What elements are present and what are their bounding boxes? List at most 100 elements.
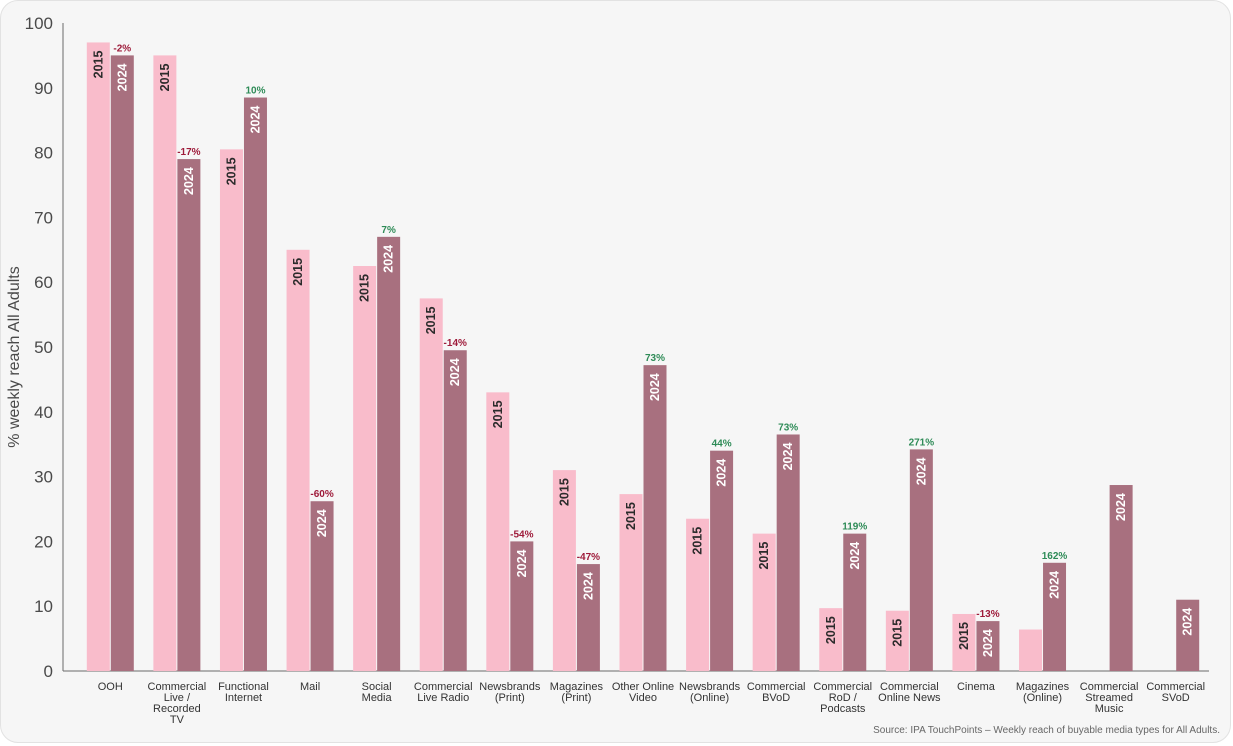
bar-series-label: 2024 [315,509,329,537]
bar-2024 [310,501,334,671]
bar-2024 [710,450,734,671]
bar-series-label: 2015 [691,527,705,555]
category-label: Other Online Video [612,681,674,704]
change-label: 44% [712,439,732,450]
bar-series-label: 2024 [715,459,729,487]
category-label: Commercial SVoD [1146,681,1205,704]
category-label: Newsbrands (Online) [679,681,741,704]
category-label: Magazines (Print) [550,681,604,704]
y-tick-label: 50 [34,338,53,357]
category-label: Commercial RoD / Podcasts [813,681,872,715]
axes: 0 10 20 30 40 50 60 70 80 90 100 [25,14,1209,681]
bar-2024 [776,434,800,671]
bar-2024 [909,449,933,671]
bar-series-label: 2024 [914,457,928,485]
bar-2024 [243,97,267,671]
category-label: Commercial Streamed Music [1080,681,1139,715]
bar-2024 [1109,485,1133,671]
bar-2015 [686,518,710,671]
bar-2015 [419,298,443,671]
change-label: -13% [976,609,999,620]
change-label: -14% [444,338,467,349]
bar-2024 [576,564,600,671]
bar-2024 [643,365,667,671]
bar-series-label: 2024 [581,572,595,600]
bar-2024 [443,350,467,671]
bar-2015 [353,266,377,671]
bar-2015 [952,613,976,671]
bar-2015 [552,470,576,671]
category-labels: OOH Commercial Live / Recorded TV Functional I… [98,681,1205,726]
bar-2024 [110,55,134,671]
change-label: 10% [245,86,265,97]
bar-series-label: 2015 [491,400,505,428]
category-label: Mail [300,681,320,693]
bar-series-label: 2015 [824,616,838,644]
bar-series-label: 2024 [448,358,462,386]
change-label: -54% [510,529,533,540]
bar-series-label: 2024 [515,549,529,577]
y-axis-label: % weekly reach All Adults [6,266,23,447]
y-tick-label: 90 [34,79,53,98]
y-tick-label: 40 [34,403,53,422]
bar-2024 [1176,599,1200,671]
y-tick-label: 60 [34,273,53,292]
category-label: Commercial BVoD [747,681,806,704]
category-label: Functional Internet [218,681,269,704]
category-label: Cinema [957,681,996,693]
bar-2015 [486,392,510,671]
bar-series-label: 2015 [358,274,372,302]
bar-series-label: 2015 [158,63,172,91]
change-label: 7% [381,225,396,236]
bar-series-label: 2024 [848,542,862,570]
bar-series-label: 2015 [624,502,638,530]
bar-2024 [510,541,534,671]
bar-2015 [1019,629,1043,671]
bar-2015 [153,55,177,671]
category-label: Magazines (Online) [1016,681,1070,704]
bar-2024 [843,533,867,671]
y-tick-label: 30 [34,468,53,487]
change-label: 73% [778,422,798,433]
bar-2024 [377,236,401,671]
bar-2015 [619,494,643,671]
change-label: -2% [113,43,131,54]
y-tick-label: 100 [25,14,53,33]
bar-series-label: 2024 [182,167,196,195]
bar-2015 [286,249,310,672]
bars: 2015 2024 -2% 2015 2024 -17% 2015 2024 10% 2015 20… [86,42,1200,672]
source-note: Source: IPA TouchPoints – Weekly reach o… [873,725,1220,736]
bar-2024 [177,159,201,671]
bar-series-label: 2024 [115,63,129,91]
category-label: Commercial Live / Recorded TV [148,681,207,726]
bar-series-label: 2024 [981,629,995,657]
bar-series-label: 2015 [224,157,238,185]
bar-2015 [219,149,243,672]
bar-series-label: 2015 [557,478,571,506]
change-label: -17% [177,147,200,158]
change-label: 162% [1042,551,1068,562]
bar-series-label: 2024 [1181,608,1195,636]
y-tick-label: 0 [44,662,53,681]
y-tick-label: 80 [34,144,53,163]
bar-series-label: 2015 [890,619,904,647]
bar-series-label: 2015 [91,50,105,78]
bar-2015 [885,610,909,671]
category-label: Commercial Live Radio [414,681,473,704]
category-label: OOH [98,681,123,693]
bar-2015 [819,608,843,671]
category-label: Commercial Online News [878,681,941,704]
bar-series-label: 2024 [382,245,396,273]
bar-series-label: 2024 [1114,493,1128,521]
change-label: -60% [310,489,333,500]
bar-series-label: 2024 [1048,571,1062,599]
bar-series-label: 2024 [248,106,262,134]
change-label: 119% [842,522,867,533]
bar-series-label: 2015 [757,542,771,570]
bar-series-label: 2015 [957,622,971,650]
change-label: -47% [577,552,600,563]
bar-2024 [976,621,1000,671]
change-label: 73% [645,353,665,364]
